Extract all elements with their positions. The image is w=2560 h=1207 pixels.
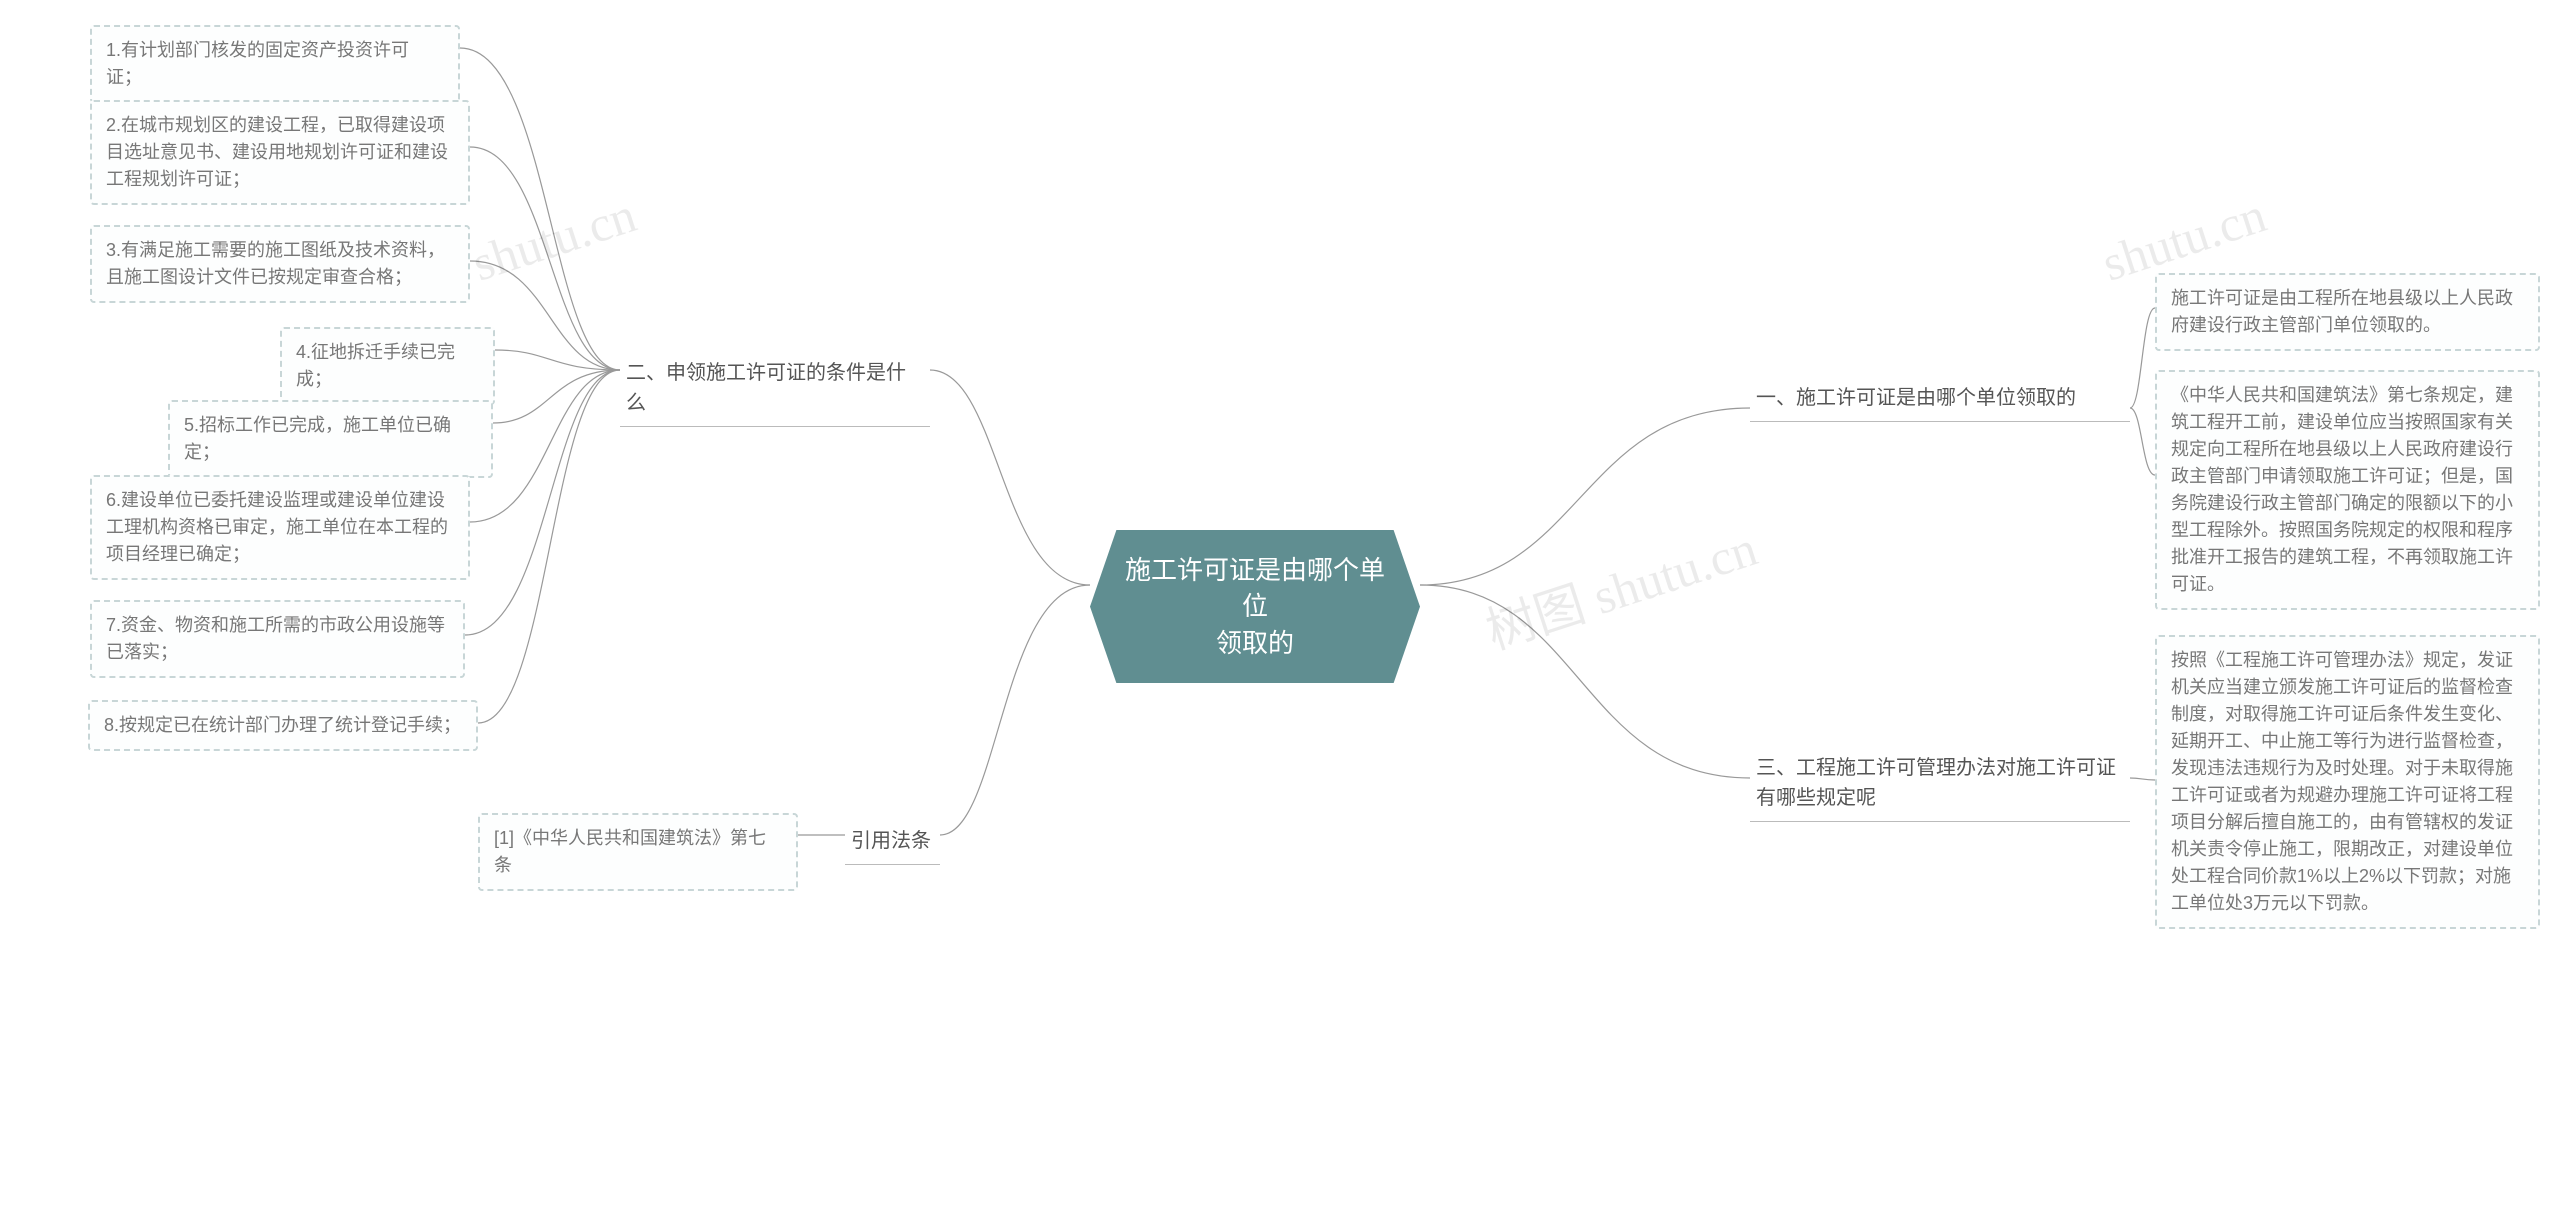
leaf-text: 《中华人民共和国建筑法》第七条规定，建筑工程开工前，建设单位应当按照国家有关规定… [2171,385,2513,594]
mindmap-container: 树图 shutu.cn shutu.cn 树图 shutu.cn shutu.c… [0,0,2560,1207]
leaf-node[interactable]: 《中华人民共和国建筑法》第七条规定，建筑工程开工前，建设单位应当按照国家有关规定… [2155,370,2540,610]
leaf-text: 6.建设单位已委托建设监理或建设单位建设工理机构资格已审定，施工单位在本工程的项… [106,490,448,564]
branch-node-r1[interactable]: 一、施工许可证是由哪个单位领取的 [1750,375,2130,422]
leaf-node[interactable]: 3.有满足施工需要的施工图纸及技术资料，且施工图设计文件已按规定审查合格； [90,225,470,303]
branch-node-r3[interactable]: 三、工程施工许可管理办法对施工许可证有哪些规定呢 [1750,745,2130,822]
leaf-text: 1.有计划部门核发的固定资产投资许可证； [106,40,409,87]
watermark: 树图 shutu.cn [1476,508,1765,663]
center-text: 施工许可证是由哪个单位领取的 [1125,555,1385,658]
leaf-text: 8.按规定已在统计部门办理了统计登记手续； [104,715,461,735]
leaf-text: [1]《中华人民共和国建筑法》第七条 [494,828,766,875]
leaf-text: 7.资金、物资和施工所需的市政公用设施等已落实； [106,615,445,662]
leaf-node[interactable]: 5.招标工作已完成，施工单位已确定； [168,400,493,478]
leaf-node[interactable]: 按照《工程施工许可管理办法》规定，发证机关应当建立颁发施工许可证后的监督检查制度… [2155,635,2540,929]
branch-node-l2[interactable]: 二、申领施工许可证的条件是什么 [620,350,930,427]
branch-label: 三、工程施工许可管理办法对施工许可证有哪些规定呢 [1756,757,2116,809]
branch-node-l4[interactable]: 引用法条 [845,818,940,865]
center-node[interactable]: 施工许可证是由哪个单位领取的 [1090,530,1420,683]
leaf-node[interactable]: 6.建设单位已委托建设监理或建设单位建设工理机构资格已审定，施工单位在本工程的项… [90,475,470,580]
leaf-text: 3.有满足施工需要的施工图纸及技术资料，且施工图设计文件已按规定审查合格； [106,240,445,287]
watermark: shutu.cn [465,185,643,292]
leaf-node[interactable]: 8.按规定已在统计部门办理了统计登记手续； [88,700,478,751]
leaf-node[interactable]: [1]《中华人民共和国建筑法》第七条 [478,813,798,891]
branch-label: 引用法条 [851,830,931,852]
leaf-node[interactable]: 4.征地拆迁手续已完成； [280,327,495,405]
branch-label: 一、施工许可证是由哪个单位领取的 [1756,387,2076,409]
leaf-text: 4.征地拆迁手续已完成； [296,342,455,389]
leaf-text: 施工许可证是由工程所在地县级以上人民政府建设行政主管部门单位领取的。 [2171,288,2513,335]
leaf-node[interactable]: 2.在城市规划区的建设工程，已取得建设项目选址意见书、建设用地规划许可证和建设工… [90,100,470,205]
leaf-text: 按照《工程施工许可管理办法》规定，发证机关应当建立颁发施工许可证后的监督检查制度… [2171,650,2513,913]
leaf-text: 2.在城市规划区的建设工程，已取得建设项目选址意见书、建设用地规划许可证和建设工… [106,115,448,189]
leaf-text: 5.招标工作已完成，施工单位已确定； [184,415,451,462]
leaf-node[interactable]: 7.资金、物资和施工所需的市政公用设施等已落实； [90,600,465,678]
branch-label: 二、申领施工许可证的条件是什么 [626,362,906,414]
leaf-node[interactable]: 1.有计划部门核发的固定资产投资许可证； [90,25,460,103]
leaf-node[interactable]: 施工许可证是由工程所在地县级以上人民政府建设行政主管部门单位领取的。 [2155,273,2540,351]
